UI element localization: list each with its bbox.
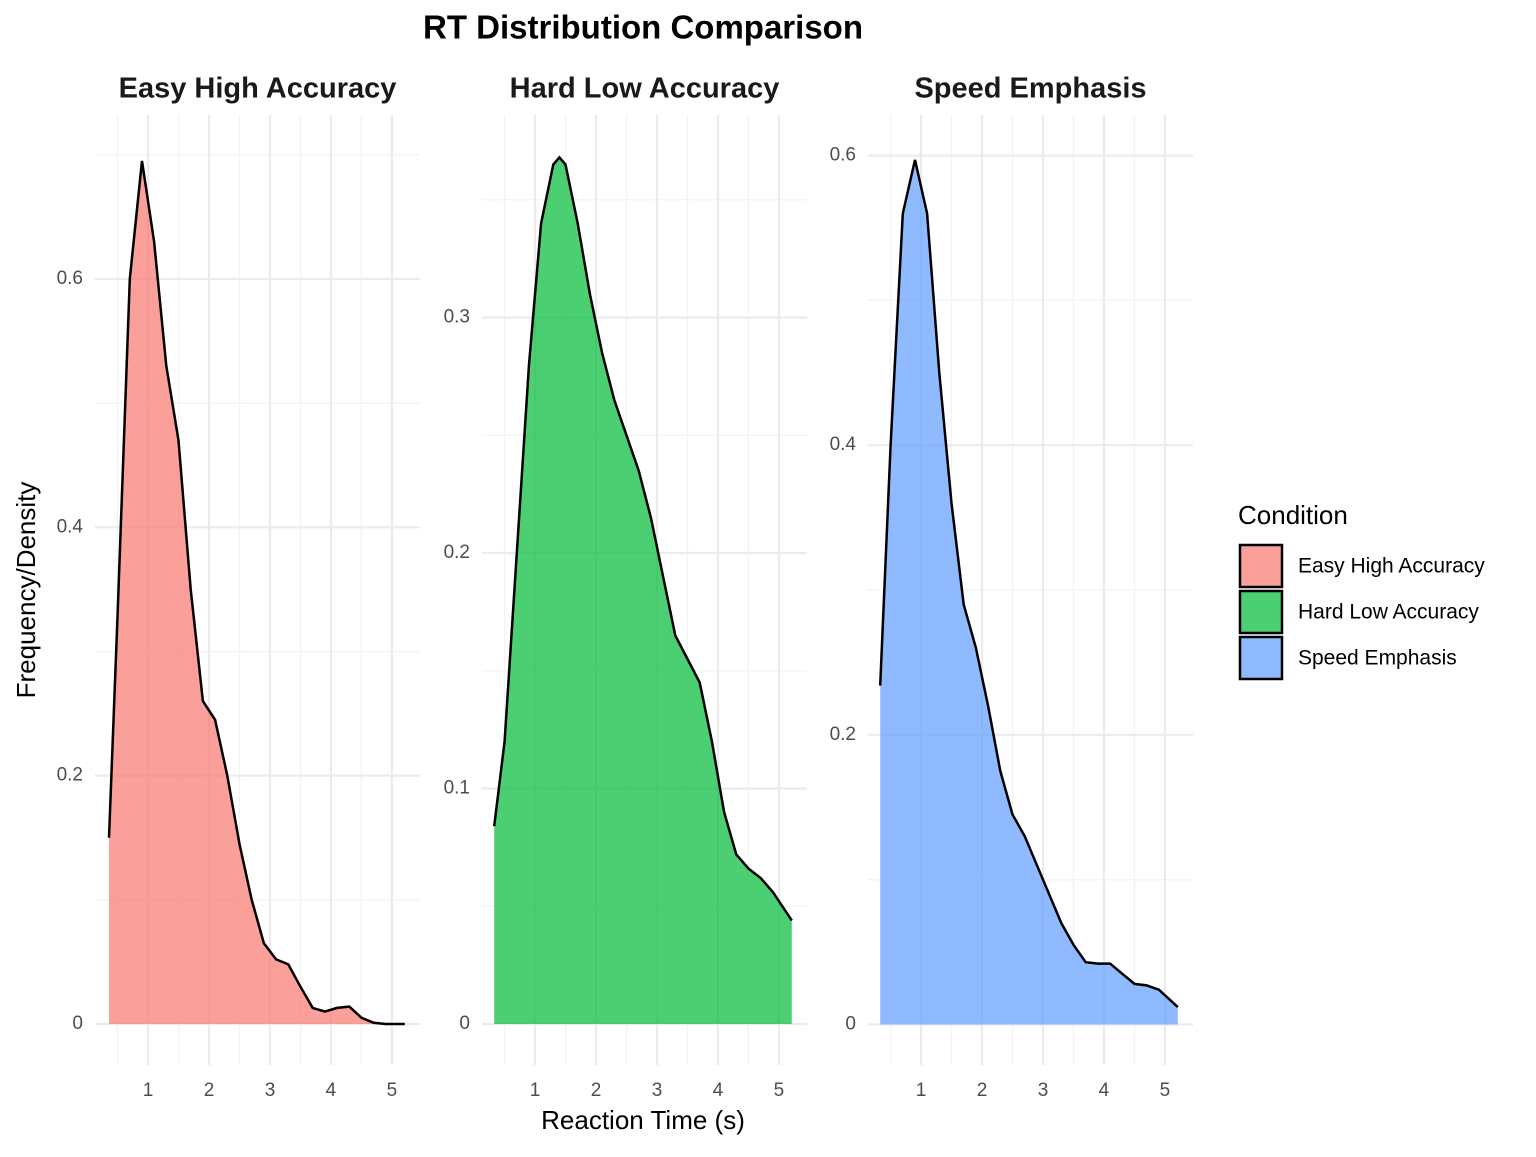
y-tick-label: 0.6 (57, 268, 83, 289)
y-tick-label: 0.3 (444, 307, 470, 328)
density-area (880, 159, 1178, 1025)
chart-title: RT Distribution Comparison (423, 9, 863, 46)
x-tick-label: 2 (977, 1080, 988, 1101)
legend-key (1238, 589, 1284, 635)
panel-title: Easy High Accuracy (119, 73, 397, 105)
x-tick-label: 3 (1038, 1080, 1049, 1101)
y-tick-label: 0.4 (830, 434, 857, 455)
density-area (109, 160, 405, 1025)
y-tick-label: 0 (72, 1013, 83, 1034)
legend-key (1238, 635, 1284, 681)
panel-title: Hard Low Accuracy (510, 73, 780, 105)
legend-key (1238, 543, 1284, 589)
x-tick-label: 5 (774, 1080, 785, 1101)
x-tick-label: 5 (387, 1080, 398, 1101)
y-tick-label: 0.2 (444, 542, 470, 563)
x-tick-label: 3 (652, 1080, 663, 1101)
y-tick-label: 0 (845, 1013, 856, 1034)
x-axis-label: Reaction Time (s) (541, 1105, 745, 1135)
density-line (492, 155, 793, 922)
density-area (494, 157, 792, 1025)
density-line (107, 160, 405, 1026)
y-tick-label: 0.2 (830, 724, 856, 745)
x-tick-label: 4 (326, 1080, 337, 1101)
x-tick-label: 1 (530, 1080, 541, 1101)
x-tick-label: 5 (1160, 1080, 1171, 1101)
y-tick-label: 0.6 (830, 145, 856, 166)
x-tick-label: 1 (143, 1080, 154, 1101)
x-tick-label: 3 (265, 1080, 276, 1101)
legend-label: Easy High Accuracy (1298, 555, 1485, 578)
y-tick-label: 0.2 (57, 765, 83, 786)
x-tick-label: 4 (713, 1080, 724, 1101)
y-tick-label: 0 (459, 1013, 470, 1034)
density-line (878, 159, 1179, 1009)
y-tick-label: 0.1 (444, 778, 470, 799)
x-tick-label: 4 (1099, 1080, 1110, 1101)
legend-title: Condition (1238, 500, 1348, 530)
x-tick-label: 2 (591, 1080, 602, 1101)
y-axis-label: Frequency/Density (11, 482, 41, 699)
y-tick-label: 0.4 (57, 516, 84, 537)
legend-label: Speed Emphasis (1298, 647, 1457, 670)
legend-label: Hard Low Accuracy (1298, 601, 1479, 624)
x-tick-label: 2 (204, 1080, 215, 1101)
x-tick-label: 1 (916, 1080, 927, 1101)
panel-title: Speed Emphasis (914, 73, 1146, 105)
